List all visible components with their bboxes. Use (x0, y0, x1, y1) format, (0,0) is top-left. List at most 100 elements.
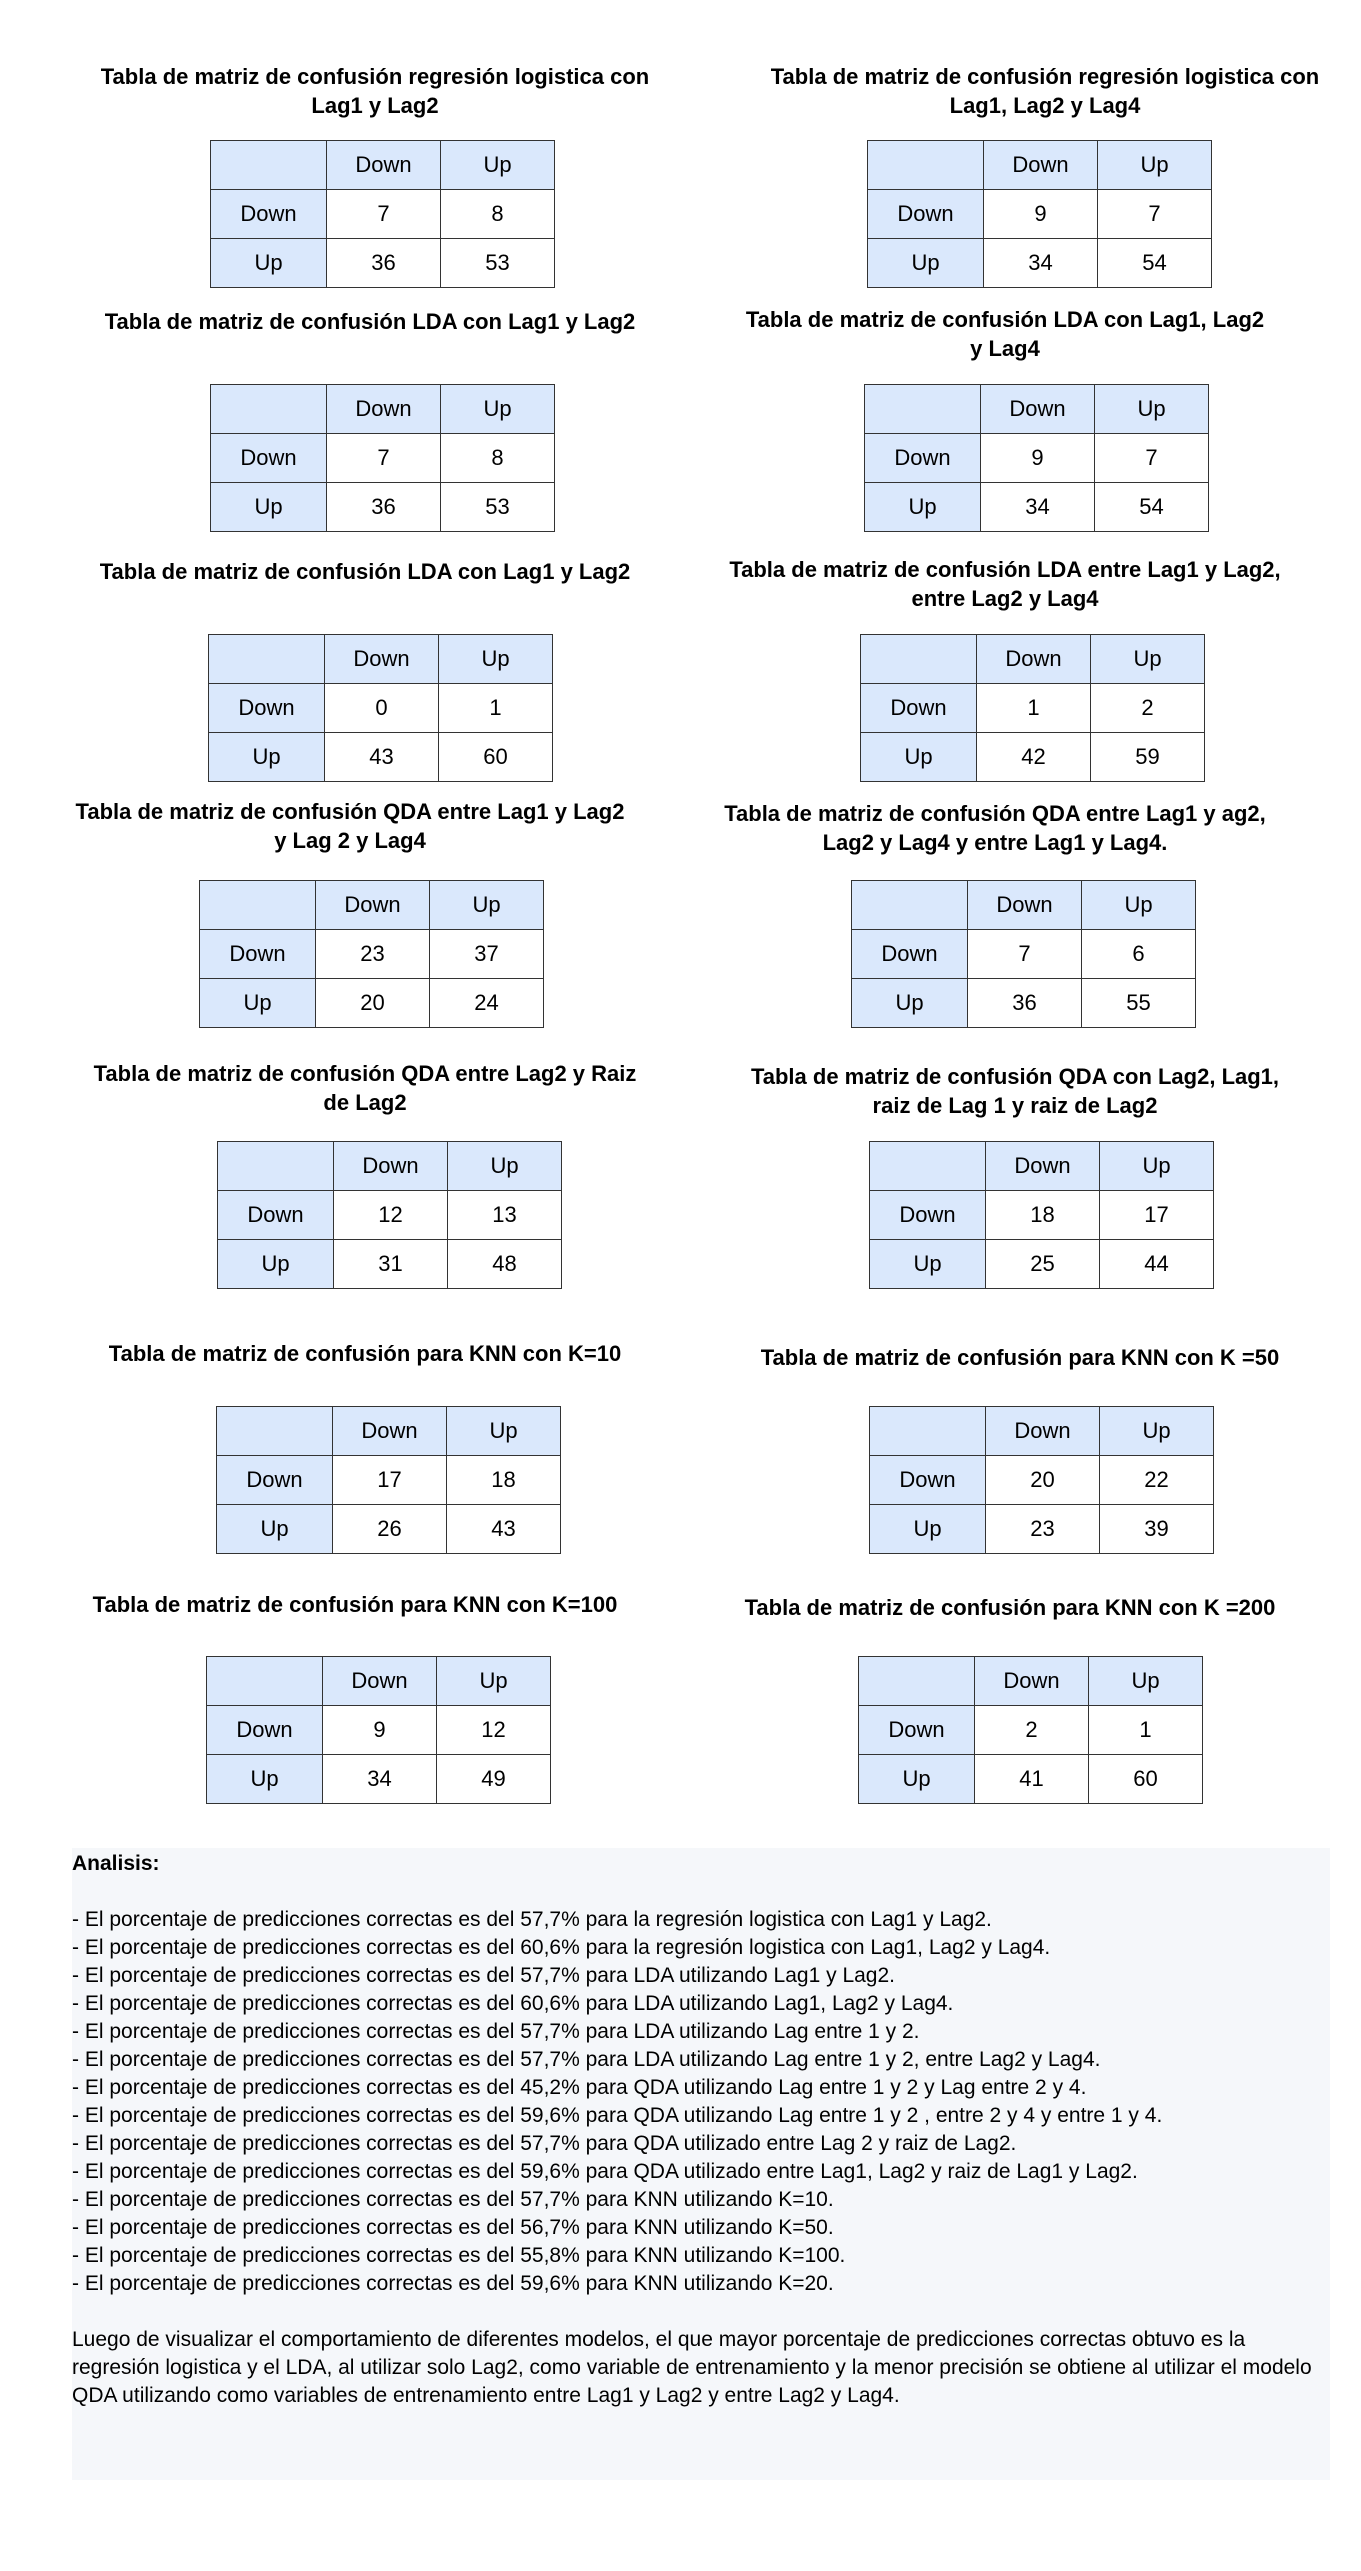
corner-cell (851, 880, 968, 930)
column-header: Down (967, 880, 1082, 930)
table-cell: 9 (322, 1705, 437, 1755)
column-header: Down (326, 140, 441, 190)
row-header: Down (869, 1455, 986, 1505)
column-header: Up (1081, 880, 1196, 930)
row-header: Down (199, 929, 316, 979)
table-cell: 55 (1081, 978, 1196, 1028)
confusion-matrix-table: Down Up Down 7 8 Up 36 53 (210, 140, 555, 288)
row-header: Up (860, 732, 977, 782)
table-title: Tabla de matriz de confusión regresión l… (770, 64, 1320, 118)
table-cell: 53 (440, 238, 555, 288)
row-header: Down (217, 1190, 334, 1240)
row-header: Up (869, 1239, 986, 1289)
corner-cell (869, 1141, 986, 1191)
table-cell: 2 (974, 1705, 1089, 1755)
table-cell: 1 (976, 683, 1091, 733)
table-title: Tabla de matriz de confusión para KNN co… (108, 1341, 622, 1366)
list-item: - El porcentaje de predicciones correcta… (72, 2188, 834, 2211)
list-item: - El porcentaje de predicciones correcta… (72, 2244, 846, 2267)
table-cell: 54 (1094, 482, 1209, 532)
row-header: Up (851, 978, 968, 1028)
row-header: Up (217, 1239, 334, 1289)
confusion-matrix-table: Down Up Down 23 37 Up 20 24 (199, 880, 544, 1028)
analysis-heading: Analisis: (72, 1852, 160, 1875)
table-title: Tabla de matriz de confusión QDA entre L… (724, 801, 1266, 855)
row-header: Down (867, 189, 984, 239)
confusion-matrix-table: Down Up Down 2 1 Up 41 60 (858, 1656, 1203, 1804)
column-header: Up (1090, 634, 1205, 684)
column-header: Up (446, 1406, 561, 1456)
confusion-matrix-table: Down Up Down 7 6 Up 36 55 (851, 880, 1196, 1028)
table-title: Tabla de matriz de confusión LDA entre L… (729, 557, 1281, 611)
row-header: Up (216, 1504, 333, 1554)
table-cell: 8 (440, 433, 555, 483)
corner-cell (210, 384, 327, 434)
corner-cell (210, 140, 327, 190)
table-cell: 1 (438, 683, 553, 733)
column-header: Up (440, 384, 555, 434)
table-cell: 37 (429, 929, 544, 979)
table-cell: 7 (326, 189, 441, 239)
row-header: Down (206, 1705, 323, 1755)
table-title: Tabla de matriz de confusión para KNN co… (744, 1595, 1276, 1620)
table-cell: 7 (1097, 189, 1212, 239)
column-header: Up (429, 880, 544, 930)
table-cell: 7 (1094, 433, 1209, 483)
row-header: Up (206, 1754, 323, 1804)
row-header: Up (867, 238, 984, 288)
table-cell: 8 (440, 189, 555, 239)
table-cell: 7 (326, 433, 441, 483)
table-cell: 34 (322, 1754, 437, 1804)
table-title: Tabla de matriz de confusión QDA entre L… (75, 799, 625, 853)
row-header: Up (199, 978, 316, 1028)
table-cell: 34 (980, 482, 1095, 532)
corner-cell (199, 880, 316, 930)
table-cell: 7 (967, 929, 1082, 979)
analysis-conclusion: Luego de visualizar el comportamiento de… (72, 2328, 1312, 2407)
corner-cell (206, 1656, 323, 1706)
table-title: Tabla de matriz de confusión LDA con Lag… (104, 309, 636, 334)
column-header: Down (332, 1406, 447, 1456)
list-item: - El porcentaje de predicciones correcta… (72, 2104, 1163, 2127)
row-header: Down (860, 683, 977, 733)
confusion-matrix-table: Down Up Down 18 17 Up 25 44 (869, 1141, 1214, 1289)
column-header: Down (980, 384, 1095, 434)
list-item: - El porcentaje de predicciones correcta… (72, 2216, 834, 2239)
table-cell: 43 (446, 1504, 561, 1554)
table-cell: 41 (974, 1754, 1089, 1804)
row-header: Up (858, 1754, 975, 1804)
corner-cell (860, 634, 977, 684)
corner-cell (864, 384, 981, 434)
confusion-matrix-table: Down Up Down 9 7 Up 34 54 (867, 140, 1212, 288)
table-cell: 17 (332, 1455, 447, 1505)
table-cell: 43 (324, 732, 439, 782)
table-cell: 12 (333, 1190, 448, 1240)
corner-cell (208, 634, 325, 684)
table-cell: 0 (324, 683, 439, 733)
confusion-matrix-table: Down Up Down 12 13 Up 31 48 (217, 1141, 562, 1289)
table-title: Tabla de matriz de confusión regresión l… (100, 64, 650, 118)
table-title: Tabla de matriz de confusión QDA entre L… (93, 1061, 637, 1115)
row-header: Down (864, 433, 981, 483)
row-header: Up (869, 1504, 986, 1554)
table-title: Tabla de matriz de confusión LDA con Lag… (745, 307, 1265, 361)
table-cell: 36 (326, 238, 441, 288)
table-cell: 23 (985, 1504, 1100, 1554)
column-header: Down (333, 1141, 448, 1191)
column-header: Up (438, 634, 553, 684)
column-header: Up (1097, 140, 1212, 190)
table-title: Tabla de matriz de confusión LDA con Lag… (99, 559, 631, 584)
table-cell: 13 (447, 1190, 562, 1240)
table-cell: 54 (1097, 238, 1212, 288)
list-item: - El porcentaje de predicciones correcta… (72, 2048, 1101, 2071)
table-cell: 36 (967, 978, 1082, 1028)
row-header: Up (208, 732, 325, 782)
table-cell: 18 (985, 1190, 1100, 1240)
table-cell: 20 (315, 978, 430, 1028)
table-cell: 48 (447, 1239, 562, 1289)
table-cell: 42 (976, 732, 1091, 782)
table-cell: 26 (332, 1504, 447, 1554)
confusion-matrix-table: Down Up Down 17 18 Up 26 43 (216, 1406, 561, 1554)
table-cell: 60 (1088, 1754, 1203, 1804)
table-cell: 12 (436, 1705, 551, 1755)
